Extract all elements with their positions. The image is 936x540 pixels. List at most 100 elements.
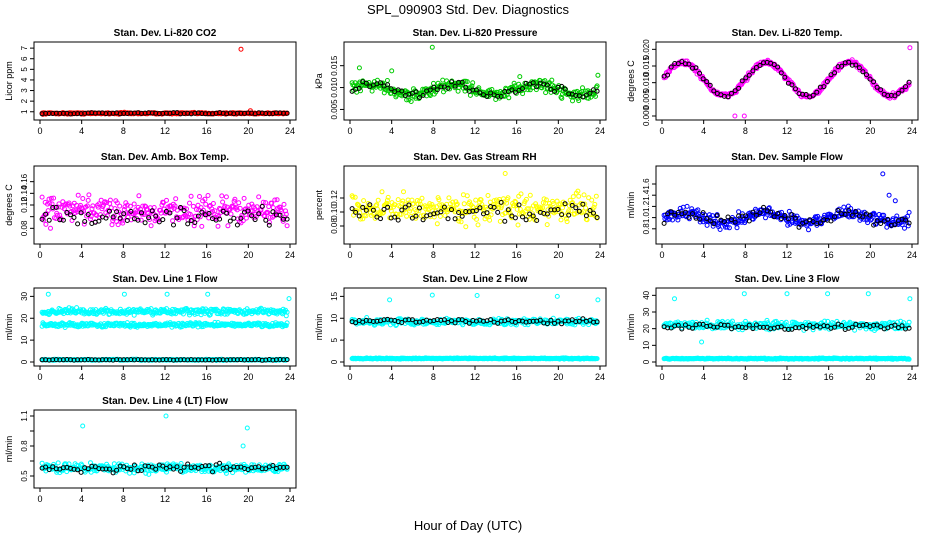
data-point — [871, 79, 877, 85]
data-point — [537, 78, 543, 84]
data-point — [381, 209, 387, 215]
data-point-outlier — [672, 296, 677, 302]
data-series-2 — [349, 79, 600, 101]
data-point — [583, 205, 589, 211]
data-point — [470, 204, 476, 210]
data-point — [810, 92, 816, 98]
data-point — [81, 221, 87, 227]
data-point — [661, 220, 667, 226]
data-point — [45, 201, 50, 207]
data-point — [96, 218, 102, 224]
data-point — [586, 195, 592, 201]
data-point — [473, 208, 479, 214]
y-tick-label: 1.4 — [642, 189, 651, 201]
data-point — [867, 212, 873, 218]
data-point — [520, 86, 525, 92]
x-tick-label: 16 — [202, 126, 212, 136]
data-point-outlier — [389, 68, 395, 74]
data-point — [416, 208, 422, 214]
data-point — [526, 206, 532, 212]
data-point — [270, 205, 276, 211]
data-series-2 — [661, 355, 912, 362]
data-point — [580, 201, 586, 207]
data-point — [265, 210, 271, 216]
data-point — [550, 201, 556, 207]
data-point — [523, 217, 529, 223]
data-point — [75, 221, 81, 227]
data-point-outlier — [699, 339, 705, 345]
data-point — [231, 215, 237, 221]
data-point — [419, 195, 425, 201]
x-tick-label: 4 — [389, 126, 394, 136]
data-point — [739, 211, 745, 217]
data-point — [266, 204, 272, 210]
data-point — [668, 64, 674, 70]
data-point — [757, 63, 763, 68]
data-point — [455, 216, 461, 221]
data-point — [736, 209, 742, 215]
data-point — [885, 216, 891, 222]
data-point — [725, 94, 731, 100]
x-tick-label: 12 — [782, 126, 792, 136]
data-point — [454, 201, 460, 207]
y-tick-label: 0.08 — [330, 218, 339, 234]
data-point — [417, 205, 422, 211]
data-point — [421, 212, 426, 218]
data-point — [849, 212, 855, 218]
data-point — [210, 201, 216, 206]
data-point — [284, 309, 290, 315]
data-point — [199, 223, 205, 229]
data-point — [530, 211, 536, 217]
data-point — [78, 202, 83, 208]
data-point — [115, 222, 121, 228]
data-point-outlier — [595, 297, 601, 303]
data-point — [363, 80, 369, 86]
data-point — [558, 217, 564, 223]
x-tick-label: 24 — [907, 372, 917, 382]
data-point — [778, 216, 784, 221]
data-point — [95, 204, 101, 210]
data-point — [220, 199, 226, 205]
x-tick-label: 24 — [285, 250, 295, 260]
data-point — [281, 201, 287, 207]
x-tick-label: 20 — [553, 126, 563, 136]
data-point — [902, 225, 907, 231]
data-point — [473, 87, 479, 93]
data-point — [846, 208, 852, 213]
x-tick-label: 24 — [595, 372, 605, 382]
y-tick-label: 0.015 — [330, 55, 339, 76]
data-point — [796, 224, 802, 230]
data-point — [399, 88, 405, 94]
data-point — [88, 216, 93, 222]
data-point — [71, 215, 77, 220]
data-point — [174, 215, 180, 221]
data-point — [228, 211, 234, 217]
data-point — [219, 193, 225, 199]
data-point — [215, 223, 221, 229]
chart-title: Stan. Dev. Li-820 Temp. — [732, 28, 843, 39]
data-point — [78, 210, 84, 216]
y-tick-label: 0 — [642, 359, 651, 364]
data-point — [576, 208, 582, 214]
data-point — [117, 203, 123, 209]
y-tick-label: 0.12 — [330, 190, 339, 206]
data-point — [832, 70, 837, 76]
x-tick-label: 0 — [659, 126, 664, 136]
data-point — [202, 196, 208, 202]
data-point — [697, 70, 703, 76]
data-point — [678, 208, 684, 214]
y-tick-label: 0.8 — [642, 223, 651, 235]
data-point — [864, 72, 869, 78]
data-point — [785, 216, 791, 222]
data-point — [138, 217, 144, 223]
chart-title: Stan. Dev. Gas Stream RH — [413, 152, 536, 163]
y-tick-label: 0.12 — [20, 197, 29, 213]
y-tick-label: 3 — [20, 88, 29, 93]
data-point — [349, 206, 355, 212]
data-point — [82, 219, 88, 224]
data-point — [395, 217, 401, 223]
data-point-outlier — [387, 297, 393, 303]
data-point — [497, 218, 503, 224]
